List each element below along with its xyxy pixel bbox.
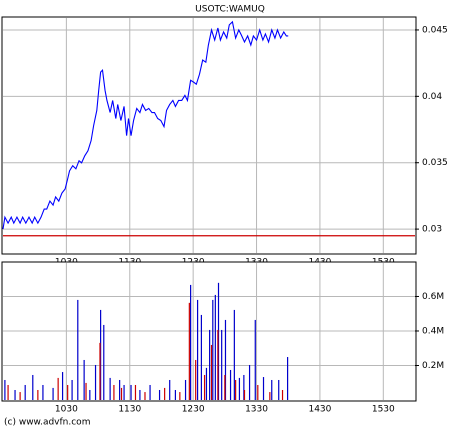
volume-bar xyxy=(119,379,121,400)
volume-bar xyxy=(113,384,115,400)
volume-bar xyxy=(52,387,54,400)
volume-bar xyxy=(32,374,34,400)
volume-bar xyxy=(158,389,161,400)
y-tick-label: 0.04 xyxy=(422,92,442,102)
volume-bar xyxy=(217,329,219,400)
volume-bar xyxy=(281,389,284,400)
volume-bar xyxy=(243,389,246,400)
volume-bar xyxy=(61,372,64,400)
y-tick-label: 0.03 xyxy=(422,225,442,235)
credit: (c) www.advfn.com xyxy=(4,418,90,428)
volume-bar xyxy=(85,382,87,400)
volume-bar xyxy=(271,379,273,400)
volume-bar xyxy=(196,299,199,400)
y-tick-label: 0.6M xyxy=(422,292,444,302)
volume-bar xyxy=(123,384,125,400)
volume-bar xyxy=(205,367,208,400)
volume-bar xyxy=(130,384,132,400)
volume-bar xyxy=(224,374,226,400)
volume-bar xyxy=(203,374,206,400)
volume-bar xyxy=(217,282,220,400)
price-line xyxy=(2,20,289,230)
volume-bar xyxy=(83,359,85,400)
volume-bar xyxy=(42,384,44,400)
volume-bar xyxy=(224,319,227,400)
volume-bar xyxy=(71,379,73,400)
plot-area xyxy=(1,16,417,255)
volume-bar xyxy=(174,389,177,400)
x-tick-label: 1330 xyxy=(245,405,268,415)
volume-bar xyxy=(235,379,237,400)
volume-bar xyxy=(144,392,146,400)
volume-bar xyxy=(109,377,111,400)
volume-bar xyxy=(269,392,271,400)
volume-bar xyxy=(278,379,280,400)
volume-bar xyxy=(139,389,141,400)
volume-bar xyxy=(229,369,232,400)
volume-bar xyxy=(210,344,213,400)
volume-bar xyxy=(262,377,265,400)
x-tick-label: 1130 xyxy=(118,405,141,415)
volume-bar xyxy=(149,384,151,400)
volume-bar xyxy=(190,284,192,400)
volume-bar xyxy=(37,389,39,400)
volume-bar xyxy=(77,299,79,400)
volume-bar xyxy=(7,384,9,400)
chart-title: USOTC:WAMUQ xyxy=(195,5,265,15)
volume-bar xyxy=(120,387,123,400)
volume-bar xyxy=(209,329,211,400)
volume-bar xyxy=(100,309,102,400)
y-tick-label: 0.2M xyxy=(422,361,444,371)
volume-bar xyxy=(14,389,16,400)
y-tick-label: 0.035 xyxy=(422,158,448,168)
volume-bar xyxy=(195,359,197,400)
volume-bar xyxy=(184,379,187,400)
volume-bar xyxy=(243,374,245,400)
volume-bar xyxy=(233,309,235,400)
y-tick-label: 0.045 xyxy=(422,25,448,35)
volume-bar xyxy=(188,302,190,400)
plot-area xyxy=(1,261,417,402)
x-tick-label: 1530 xyxy=(372,405,395,415)
volume-bar xyxy=(89,389,91,400)
volume-bar xyxy=(286,357,289,400)
volume-bar xyxy=(99,342,101,400)
x-tick-label: 1030 xyxy=(55,405,78,415)
volume-bar xyxy=(169,379,171,400)
volume-bar xyxy=(67,384,69,400)
volume-bar xyxy=(212,299,214,400)
volume-bar xyxy=(103,324,105,400)
volume-bar xyxy=(221,329,223,400)
volume-bar xyxy=(214,294,216,400)
volume-bar xyxy=(134,384,137,400)
volume-bar xyxy=(257,384,259,400)
volume-bar xyxy=(179,392,181,400)
volume-bar xyxy=(248,364,251,400)
volume-bar xyxy=(94,364,97,400)
volume-bar xyxy=(238,377,241,400)
x-tick-label: 1430 xyxy=(308,405,331,415)
volume-bar xyxy=(19,392,21,400)
volume-bar xyxy=(200,314,202,400)
x-tick-label: 1230 xyxy=(182,405,205,415)
volume-bar xyxy=(254,319,256,400)
volume-bar xyxy=(24,384,26,400)
volume-bar xyxy=(4,379,6,400)
volume-bar xyxy=(164,387,166,400)
y-tick-label: 0.4M xyxy=(422,326,444,336)
volume-bar xyxy=(57,377,59,400)
